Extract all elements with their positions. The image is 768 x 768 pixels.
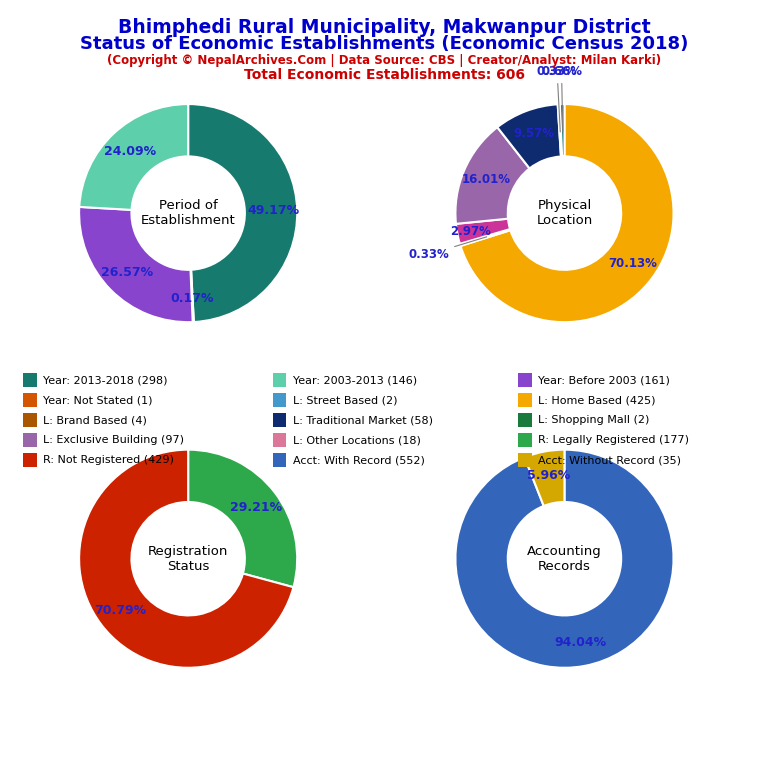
Text: (Copyright © NepalArchives.Com | Data Source: CBS | Creator/Analyst: Milan Karki: (Copyright © NepalArchives.Com | Data So… bbox=[107, 54, 661, 67]
Wedge shape bbox=[455, 450, 674, 667]
Wedge shape bbox=[79, 450, 293, 667]
Wedge shape bbox=[558, 104, 562, 157]
Text: 2.97%: 2.97% bbox=[450, 225, 491, 238]
Text: Bhimphedi Rural Municipality, Makwanpur District: Bhimphedi Rural Municipality, Makwanpur … bbox=[118, 18, 650, 37]
Text: 24.09%: 24.09% bbox=[104, 145, 156, 157]
Text: 0.33%: 0.33% bbox=[537, 65, 578, 132]
Text: 70.79%: 70.79% bbox=[94, 604, 147, 617]
Text: Year: 2013-2018 (298): Year: 2013-2018 (298) bbox=[43, 375, 167, 386]
Text: 26.57%: 26.57% bbox=[101, 266, 154, 280]
Text: Total Economic Establishments: 606: Total Economic Establishments: 606 bbox=[243, 68, 525, 81]
Text: 94.04%: 94.04% bbox=[554, 636, 607, 649]
Text: 49.17%: 49.17% bbox=[247, 204, 300, 217]
Text: Accounting
Records: Accounting Records bbox=[527, 545, 602, 573]
Text: R: Not Registered (429): R: Not Registered (429) bbox=[43, 455, 174, 465]
Wedge shape bbox=[560, 104, 564, 157]
Text: 70.13%: 70.13% bbox=[609, 257, 657, 270]
Text: L: Other Locations (18): L: Other Locations (18) bbox=[293, 435, 421, 445]
Text: 0.17%: 0.17% bbox=[170, 292, 214, 305]
Text: 5.96%: 5.96% bbox=[527, 468, 571, 482]
Text: Period of
Establishment: Period of Establishment bbox=[141, 199, 236, 227]
Wedge shape bbox=[461, 104, 674, 322]
Wedge shape bbox=[525, 450, 564, 506]
Wedge shape bbox=[190, 270, 194, 322]
Wedge shape bbox=[456, 219, 510, 243]
Text: 29.21%: 29.21% bbox=[230, 501, 282, 514]
Text: Year: 2003-2013 (146): Year: 2003-2013 (146) bbox=[293, 375, 417, 386]
Text: Year: Not Stated (1): Year: Not Stated (1) bbox=[43, 395, 153, 406]
Text: 0.33%: 0.33% bbox=[409, 237, 487, 261]
Text: Acct: Without Record (35): Acct: Without Record (35) bbox=[538, 455, 681, 465]
Text: L: Home Based (425): L: Home Based (425) bbox=[538, 395, 656, 406]
Text: L: Brand Based (4): L: Brand Based (4) bbox=[43, 415, 147, 425]
Text: 0.66%: 0.66% bbox=[541, 65, 582, 132]
Text: Status of Economic Establishments (Economic Census 2018): Status of Economic Establishments (Econo… bbox=[80, 35, 688, 52]
Text: L: Traditional Market (58): L: Traditional Market (58) bbox=[293, 415, 432, 425]
Wedge shape bbox=[188, 450, 297, 588]
Text: 16.01%: 16.01% bbox=[462, 173, 511, 186]
Text: L: Street Based (2): L: Street Based (2) bbox=[293, 395, 397, 406]
Text: 9.57%: 9.57% bbox=[514, 127, 554, 140]
Text: L: Shopping Mall (2): L: Shopping Mall (2) bbox=[538, 415, 650, 425]
Text: Physical
Location: Physical Location bbox=[536, 199, 593, 227]
Text: Acct: With Record (552): Acct: With Record (552) bbox=[293, 455, 425, 465]
Wedge shape bbox=[188, 104, 297, 322]
Wedge shape bbox=[79, 207, 193, 323]
Wedge shape bbox=[455, 127, 530, 223]
Text: Year: Before 2003 (161): Year: Before 2003 (161) bbox=[538, 375, 670, 386]
Wedge shape bbox=[460, 229, 511, 246]
Wedge shape bbox=[79, 104, 188, 210]
Text: R: Legally Registered (177): R: Legally Registered (177) bbox=[538, 435, 690, 445]
Text: L: Exclusive Building (97): L: Exclusive Building (97) bbox=[43, 435, 184, 445]
Text: Registration
Status: Registration Status bbox=[148, 545, 228, 573]
Wedge shape bbox=[498, 104, 561, 168]
